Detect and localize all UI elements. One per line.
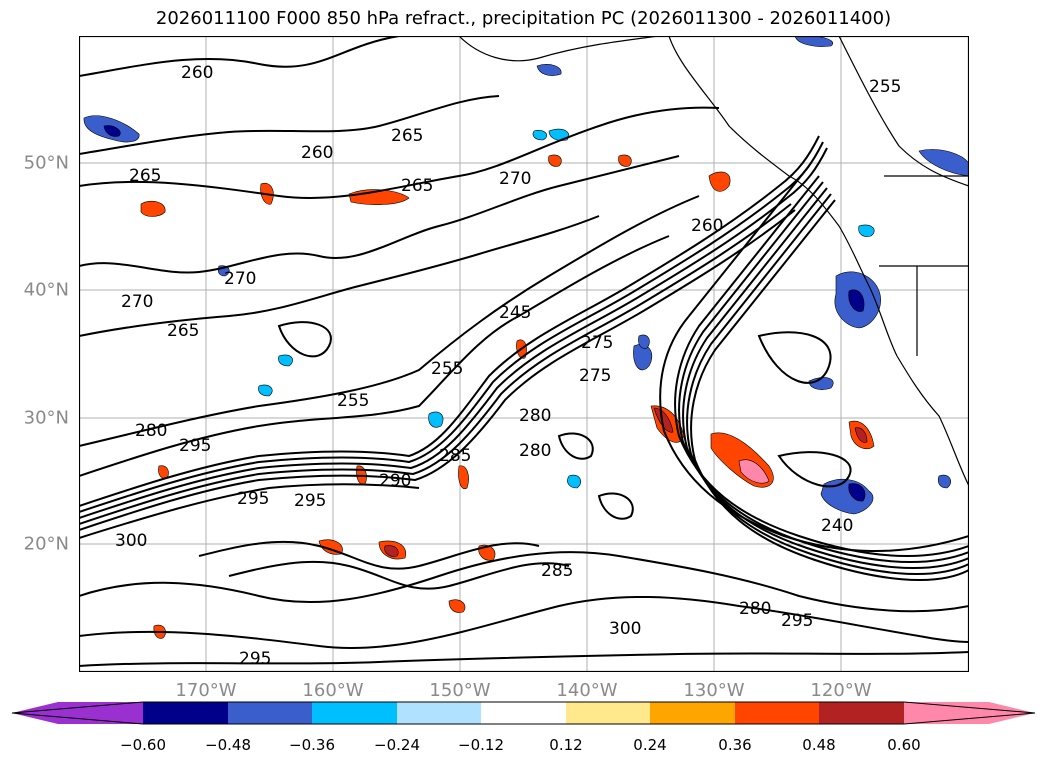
lon-label-140w: 140°W [556,680,618,701]
coastlines [458,36,969,487]
lon-label-170w: 170°W [175,680,237,701]
contour-label: 240 [821,516,853,536]
contour-label: 270 [121,292,153,312]
colorbar [11,701,1036,725]
contour-label: 295 [294,491,326,511]
colorbar-tick: 0.48 [802,736,836,754]
precip-negative [83,36,969,515]
contour-label: 295 [781,611,813,631]
colorbar-tick: 0.24 [633,736,667,754]
contour-label: 300 [609,619,641,639]
contour-label: 260 [301,143,333,163]
colorbar-segment [819,702,904,724]
lon-label-120w: 120°W [810,680,872,701]
colorbar-segment [566,702,650,724]
colorbar-tick: 0.60 [887,736,921,754]
colorbar-tick: −0.48 [205,736,251,754]
contour-label: 275 [581,333,613,353]
colorbar-tick: −0.24 [374,736,420,754]
contour-label: 285 [541,561,573,581]
contour-label: 260 [181,63,213,83]
contour-label: 255 [431,359,463,379]
contour-label: 295 [239,649,271,669]
contour-label: 280 [739,599,771,619]
colorbar-segment [312,702,397,724]
colorbar-tick: −0.60 [120,736,166,754]
contour-label: 265 [401,176,433,196]
colorbar-segment [143,702,228,724]
colorbar-segment [12,702,143,724]
colorbar-tick: −0.12 [458,736,504,754]
contour-label: 285 [439,446,471,466]
contour-label: 280 [519,441,551,461]
lat-label-30n: 30°N [23,407,69,429]
contour-label: 295 [237,489,269,509]
contour-label: 280 [135,421,167,441]
colorbar-tick: 0.36 [718,736,752,754]
map-plot: 260 265 260 265 265 270 270 270 265 245 … [79,36,969,672]
contour-label: 300 [115,531,147,551]
contour-label: 255 [337,391,369,411]
colorbar-outline [11,701,1036,725]
lon-label-130w: 130°W [683,680,745,701]
colorbar-segment [735,702,819,724]
colorbar-tick: 0.12 [549,736,583,754]
colorbar-segment [228,702,312,724]
contour-label: 260 [691,216,723,236]
contour-label: 270 [499,169,531,189]
contour-label: 275 [579,366,611,386]
contour-label: 270 [224,269,256,289]
contour-label: 280 [519,406,551,426]
contour-labels: 260 265 260 265 265 270 270 270 265 245 … [115,63,901,669]
lat-label-20n: 20°N [23,533,69,555]
contour-label: 265 [391,126,423,146]
plot-title: 2026011100 F000 850 hPa refract., precip… [155,8,892,29]
colorbar-segment [397,702,481,724]
colorbar-segment [481,702,566,724]
precip-positive [140,154,875,639]
contour-label: 245 [499,303,531,323]
refractivity-contours [79,36,969,667]
lon-label-160w: 160°W [302,680,364,701]
lat-label-50n: 50°N [23,152,69,174]
map-panel: 260 265 260 265 265 270 270 270 265 245 … [79,36,969,672]
colorbar-segment [904,702,1035,724]
graticule [79,36,969,672]
contour-label: 265 [167,321,199,341]
contour-label: 290 [379,471,411,491]
colorbar-tick: −0.36 [289,736,335,754]
colorbar-segment [650,702,735,724]
contour-label: 265 [129,166,161,186]
lat-label-40n: 40°N [23,279,69,301]
lon-label-150w: 150°W [429,680,491,701]
contour-label: 295 [179,436,211,456]
contour-label: 255 [869,77,901,97]
